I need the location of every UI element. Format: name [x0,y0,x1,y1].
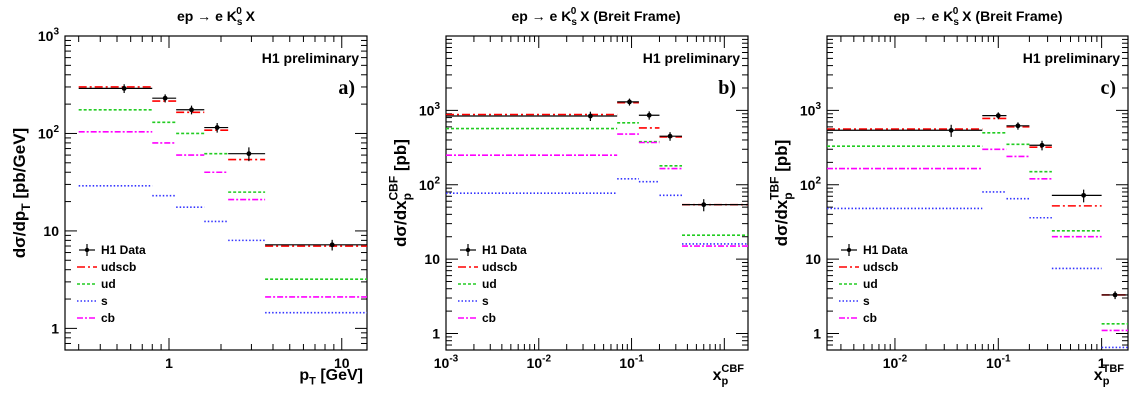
legend-label: H1 Data [482,243,527,257]
legend-label: s [863,294,870,308]
x-axis-label: pT​ [GeV] [299,367,363,387]
panel-2: 1 10 102​ 103​ 10-3​ 10-2​ 10-1​ ep → e Ks0​ X … [387,6,749,387]
preliminary-label: H1 preliminary [1023,50,1120,66]
y-tick-label: 103​ [800,101,822,118]
x-axis-label: xpCBF​ [713,363,745,387]
legend-label: s [482,294,489,308]
x-axis-label: xpTBF​ [1094,363,1124,387]
panel-title: ep → e Ks0​ X (Breit Frame) [511,6,680,28]
data-point [646,112,652,118]
y-axis-label: dσ/dxpCBF​ [pb] [387,139,414,247]
y-tick-label: 1 [432,326,440,342]
data-point [948,127,954,133]
panel-title: ep → e Ks0​ X [177,6,256,28]
y-tick-label: 10 [43,223,59,239]
legend-label: udscb [863,260,898,274]
legend-label: udscb [101,260,136,274]
data-point [1039,142,1045,148]
y-tick-label: 103​ [419,101,441,118]
legend-label: H1 Data [863,243,908,257]
y-tick-label: 10 [424,251,440,267]
y-tick-label: 103​ [38,27,60,44]
y-tick-label: 102​ [38,124,60,141]
x-tick-label: 10-1​ [619,354,644,371]
x-tick-label: 10-3​ [434,354,459,371]
panel-letter: a) [338,77,355,99]
plot-frame [826,35,1129,351]
x-tick-label: 1 [1098,355,1106,371]
legend-label: ud [863,277,878,291]
panel-1: 1 10 102​ 103​ 1 10 ep → e Ks0​ X H1 preliminar… [10,6,368,387]
panel-letter: c) [1100,77,1116,99]
x-tick-label: 1 [165,355,173,371]
x-tick-label: 10 [334,355,350,371]
data-point [121,85,127,91]
data-point [995,113,1001,119]
x-tick-label: 10-2​ [883,354,908,371]
data-point [587,113,593,119]
panel-title: ep → e Ks0​ X (Breit Frame) [893,6,1062,28]
legend-label: cb [482,311,496,325]
data-point [701,202,707,208]
data-point [214,125,220,130]
data-point [1081,192,1087,198]
x-tick-label: 10-2​ [527,354,552,371]
data-point [1015,123,1021,129]
y-tick-label: 1 [813,326,821,342]
data-point [162,95,168,101]
legend-marker-data [846,247,852,253]
y-tick-label: 102​ [419,175,441,192]
data-point [667,133,673,139]
x-tick-label: 10-1​ [986,354,1011,371]
panel-letter: b) [718,77,736,99]
legend-label: ud [482,277,497,291]
legend-label: s [101,294,108,308]
y-axis-label: dσ/dpT​ [pb/GeV] [10,128,33,258]
plot-frame [64,35,368,351]
preliminary-label: H1 preliminary [262,50,359,66]
data-point [189,107,194,113]
preliminary-label: H1 preliminary [643,50,740,66]
legend-label: H1 Data [101,243,146,257]
legend-label: udscb [482,260,517,274]
legend-marker-data [465,247,471,253]
y-tick-label: 1 [51,320,59,336]
legend-label: cb [863,311,877,325]
y-tick-label: 10 [805,251,821,267]
data-point [329,242,335,248]
data-point [246,151,252,157]
y-axis-label: dσ/dxpTBF​ [pb] [768,140,795,247]
legend-marker-data [84,247,90,253]
panel-3: 1 10 102​ 103​ 10-2​ 10-1​ 1 ep → e Ks0​ X (Bre… [768,6,1129,387]
data-point [627,99,632,105]
legend-label: ud [101,277,116,291]
data-point [1112,292,1118,298]
y-tick-label: 102​ [800,175,822,192]
legend-label: cb [101,311,115,325]
